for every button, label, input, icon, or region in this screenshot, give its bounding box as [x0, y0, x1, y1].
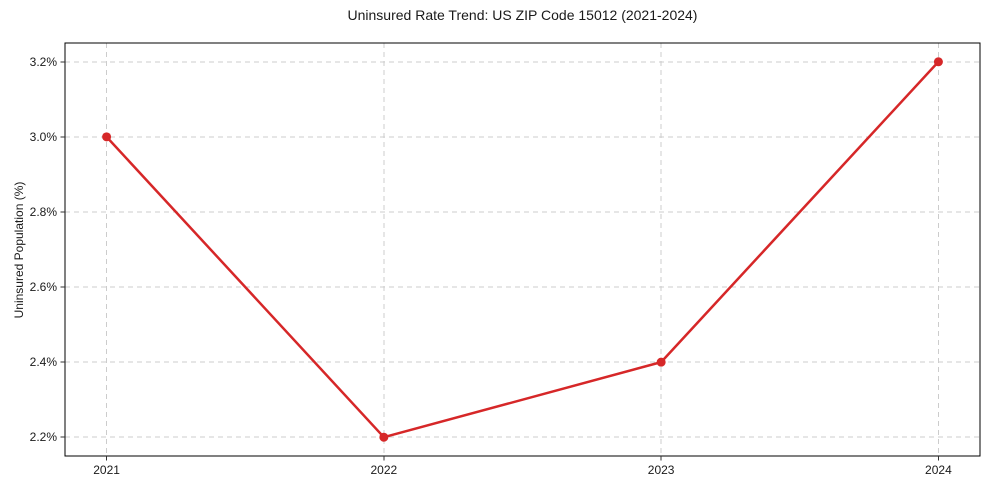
data-point-marker: [656, 357, 666, 367]
chart-title: Uninsured Rate Trend: US ZIP Code 15012 …: [347, 7, 698, 23]
data-point-marker: [102, 132, 112, 142]
y-tick-label: 2.2%: [30, 430, 58, 444]
trend-line: [105, 60, 940, 439]
data-point-marker: [379, 432, 389, 442]
x-tick-label: 2024: [925, 463, 952, 477]
y-tick-label: 3.0%: [30, 130, 58, 144]
y-tick-label: 2.6%: [30, 280, 58, 294]
x-tick-label: 2022: [371, 463, 398, 477]
plot-border: [64, 42, 981, 457]
y-tick-label: 2.4%: [30, 355, 58, 369]
data-point-marker: [933, 57, 943, 67]
y-tick-label: 3.2%: [30, 55, 58, 69]
x-tick-label: 2021: [93, 463, 120, 477]
x-tick-label: 2023: [648, 463, 675, 477]
y-tick-label: 2.8%: [30, 205, 58, 219]
